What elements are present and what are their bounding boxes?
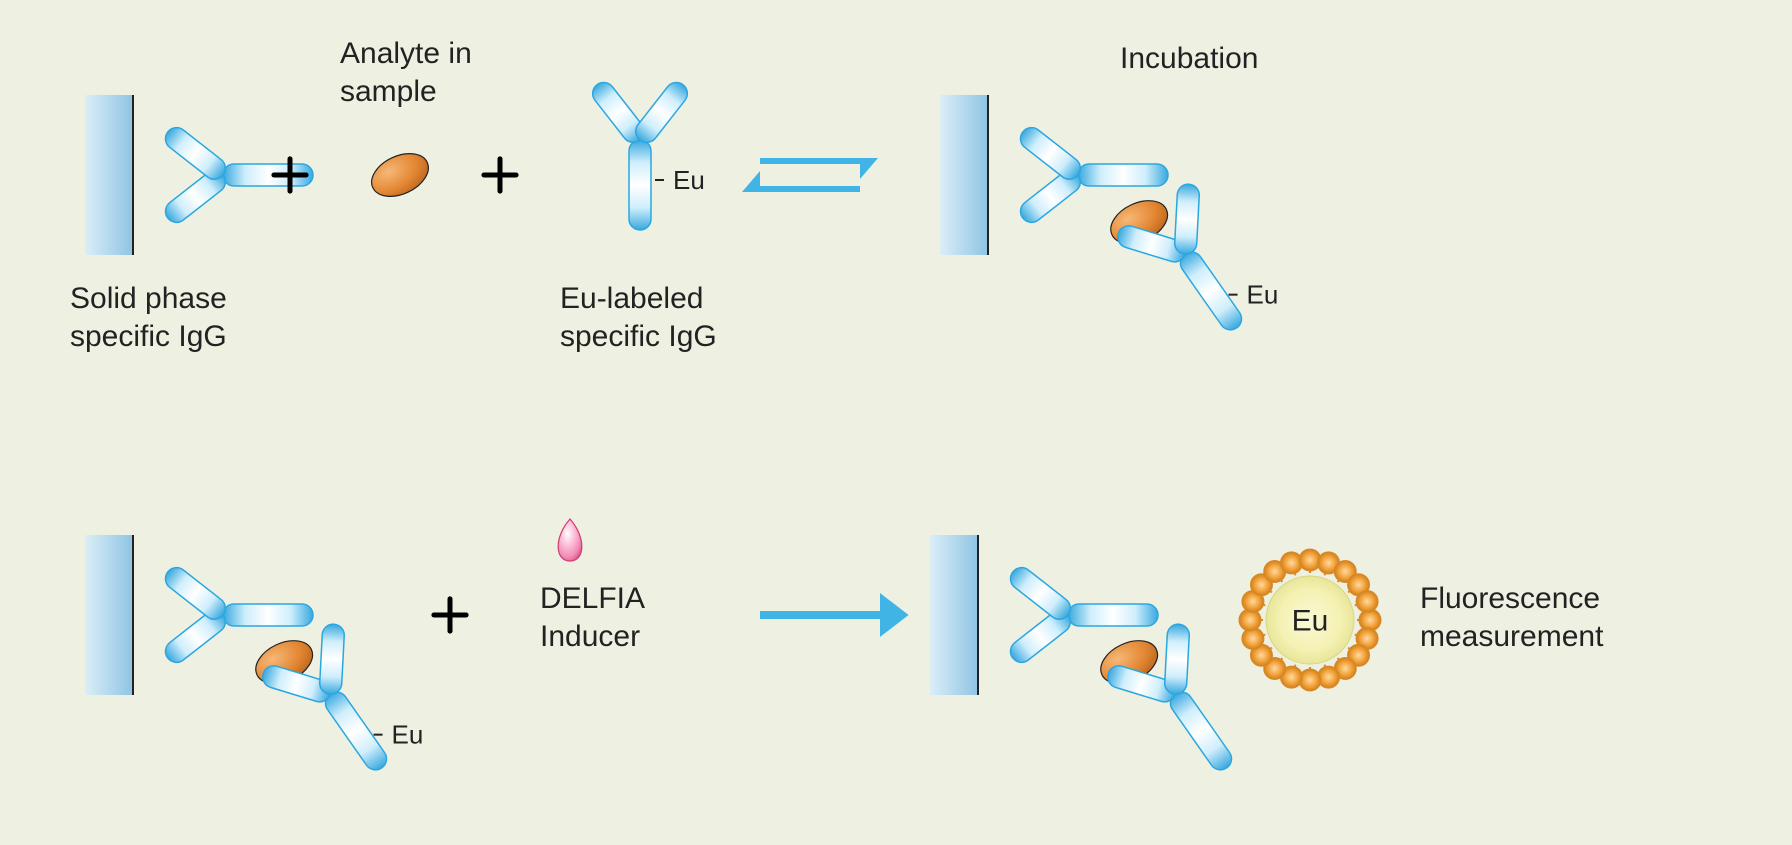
svg-text:Eu: Eu xyxy=(1292,605,1329,638)
label-analyte: Analyte in sample xyxy=(340,35,472,110)
label-incubation: Incubation xyxy=(1120,40,1258,78)
label-eu-labeled: Eu-labeled specific IgG xyxy=(560,280,717,355)
svg-text:Eu: Eu xyxy=(1247,280,1279,310)
complex-plate xyxy=(930,535,978,695)
svg-text:Eu: Eu xyxy=(392,720,424,750)
label-delfia: DELFIA Inducer xyxy=(540,580,645,655)
complex-plate xyxy=(940,95,988,255)
label-solid-phase: Solid phase specific IgG xyxy=(70,280,227,355)
svg-text:Eu: Eu xyxy=(673,165,705,195)
diagram-background xyxy=(0,0,1792,845)
solid-phase-plate xyxy=(85,95,133,255)
label-fluorescence: Fluorescence measurement xyxy=(1420,580,1603,655)
complex-plate xyxy=(85,535,133,695)
